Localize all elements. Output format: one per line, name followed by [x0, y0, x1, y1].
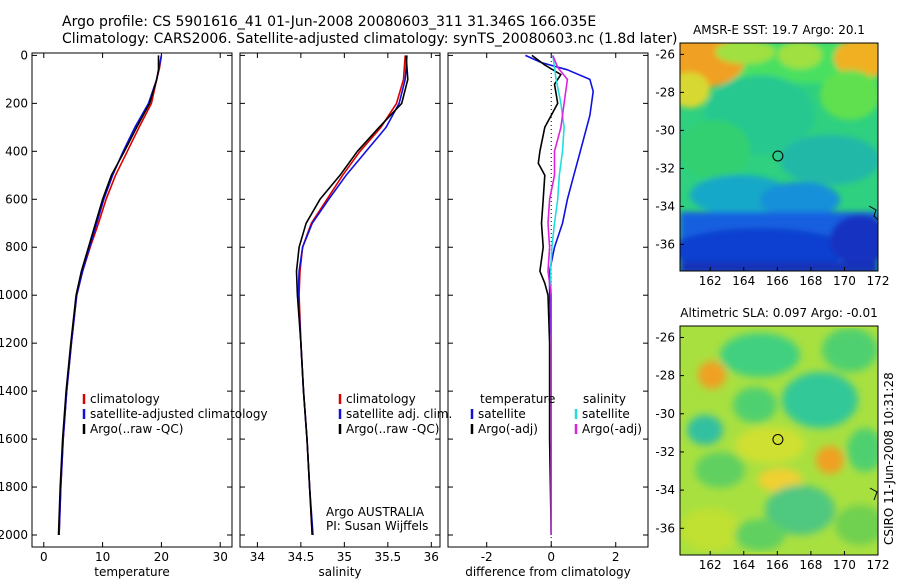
map-x-tick-label: 166: [766, 274, 789, 288]
sla-map-axes: 162 164 166 168 170 172 -26 -28 -30 -32 -34 -36: [655, 330, 889, 572]
sst-map-title: AMSR-E SST: 19.7 Argo: 20.1: [693, 23, 865, 37]
plot-frame: [239, 52, 441, 548]
x-tick-label: 10: [95, 550, 110, 564]
map-x-tick-label: 170: [833, 274, 856, 288]
x-tick-label: -2: [481, 550, 493, 564]
x-axis-label: temperature: [94, 565, 169, 579]
y-tick-label: 1000: [0, 288, 28, 302]
sla-coastline: [869, 487, 878, 501]
series-line-salinity-argo-adj-: [547, 55, 569, 535]
y-tick-label: 1600: [0, 432, 28, 446]
map-y-tick-label: -34: [655, 199, 675, 213]
map-x-tick-label: 166: [766, 558, 789, 572]
figure-title-line2: Climatology: CARS2006. Satellite-adjuste…: [62, 31, 677, 47]
sst-map-field: [680, 43, 878, 271]
y-tick-label: 2000: [0, 528, 28, 542]
map-x-tick-label: 164: [732, 558, 755, 572]
map-x-tick-label: 172: [867, 274, 890, 288]
series-line-satellite-adj-clim-: [297, 55, 408, 536]
series-line-argo-raw-qc-: [57, 55, 160, 536]
sst-coastline: [868, 205, 879, 221]
map-x-tick-label: 162: [699, 274, 722, 288]
legend-label: satellite: [478, 407, 526, 421]
y-tick-label: 800: [5, 240, 28, 254]
map-y-tick-label: -32: [655, 161, 675, 175]
x-tick-label: 20: [154, 550, 169, 564]
panel-annotation: Argo AUSTRALIA: [326, 505, 425, 519]
map-y-tick-label: -34: [655, 483, 675, 497]
legend-label: Argo(-adj): [582, 422, 642, 436]
panel-annotation: PI: Susan Wijffels: [326, 519, 428, 533]
map-y-tick-label: -30: [655, 123, 675, 137]
map-x-tick-label: 170: [833, 558, 856, 572]
sst-argo-location-marker: [772, 150, 784, 162]
legend-label: Argo(-adj): [478, 422, 538, 436]
y-tick-label: 1800: [0, 480, 28, 494]
map-y-tick-label: -32: [655, 445, 675, 459]
x-tick-label: 0: [547, 550, 555, 564]
x-tick-label: 36: [424, 550, 439, 564]
series-line-argo-raw-qc-: [295, 55, 409, 536]
y-tick-label: 1200: [0, 336, 28, 350]
sla-map-panel: Altimetric SLA: 0.097 Argo: -0.01: [655, 306, 889, 572]
x-tick-label: 34: [250, 550, 265, 564]
sst-map-axes: 162 164 166 168 170 172 -26 -28 -30 -32 -34 -36: [655, 47, 889, 288]
y-tick-label: 200: [5, 96, 28, 110]
x-tick-label: 34.5: [288, 550, 315, 564]
side-timestamp-label: CSIRO 11-Jun-2008 10:31:28: [882, 372, 896, 545]
legend-label: climatology: [90, 392, 160, 406]
legend-label: Argo(..raw -QC): [346, 422, 439, 436]
y-tick-label: 400: [5, 144, 28, 158]
map-y-tick-label: -26: [655, 330, 675, 344]
map-y-tick-label: -26: [655, 47, 675, 61]
x-tick-label: 30: [213, 550, 228, 564]
map-x-tick-label: 164: [732, 274, 755, 288]
series-line-salinity-satellite: [549, 55, 565, 535]
series-line-climatology: [58, 55, 163, 536]
x-axis-label: salinity: [318, 565, 361, 579]
series-line-climatology: [298, 55, 406, 536]
y-tick-label: 0: [20, 48, 28, 62]
series-line-temperature-argo-adj-: [531, 54, 562, 536]
plot-frame: [31, 52, 233, 548]
map-x-tick-label: 162: [699, 558, 722, 572]
salinity-panel: 34 34.5 35 35.5 36 salinity climatologysatelli…: [239, 52, 452, 579]
legend-label: Argo(..raw -QC): [90, 422, 183, 436]
temperature-panel: 0 10 20 30 0 200 400 600 800 1000 1200 1400 1600 1800…: [0, 48, 268, 579]
map-y-tick-label: -30: [655, 407, 675, 421]
y-tick-label: 1400: [0, 384, 28, 398]
series-line-temperature-satellite: [525, 54, 594, 535]
map-x-tick-label: 168: [799, 274, 822, 288]
sla-argo-location-marker: [772, 433, 784, 445]
map-y-tick-label: -36: [655, 237, 675, 251]
legend-label: climatology: [346, 392, 416, 406]
legend-label: satellite: [582, 407, 630, 421]
series-line-satellite-adjusted-climatology: [58, 55, 163, 536]
map-y-tick-label: -28: [655, 85, 675, 99]
sst-map-panel: AMSR-E SST: 19.7 Argo: 20.1: [655, 23, 889, 288]
map-y-tick-label: -36: [655, 521, 675, 535]
plot-frame: [447, 52, 649, 548]
x-tick-label: 2: [612, 550, 620, 564]
x-tick-label: 35: [337, 550, 352, 564]
legend-label: satellite-adjusted climatology: [90, 407, 268, 421]
map-y-tick-label: -28: [655, 369, 675, 383]
map-x-tick-label: 172: [867, 558, 890, 572]
x-tick-label: 35.5: [374, 550, 401, 564]
sla-map-field: [680, 326, 878, 555]
x-axis-label: difference from climatology: [465, 565, 631, 579]
y-tick-label: 600: [5, 192, 28, 206]
figure-title-line1: Argo profile: CS 5901616_41 01-Jun-2008 …: [62, 14, 596, 30]
x-tick-label: 0: [40, 550, 48, 564]
legend-label: salinity: [583, 392, 626, 406]
legend-label: temperature: [480, 392, 555, 406]
sla-map-title: Altimetric SLA: 0.097 Argo: -0.01: [680, 306, 877, 320]
map-x-tick-label: 168: [799, 558, 822, 572]
legend-label: satellite adj. clim.: [346, 407, 452, 421]
